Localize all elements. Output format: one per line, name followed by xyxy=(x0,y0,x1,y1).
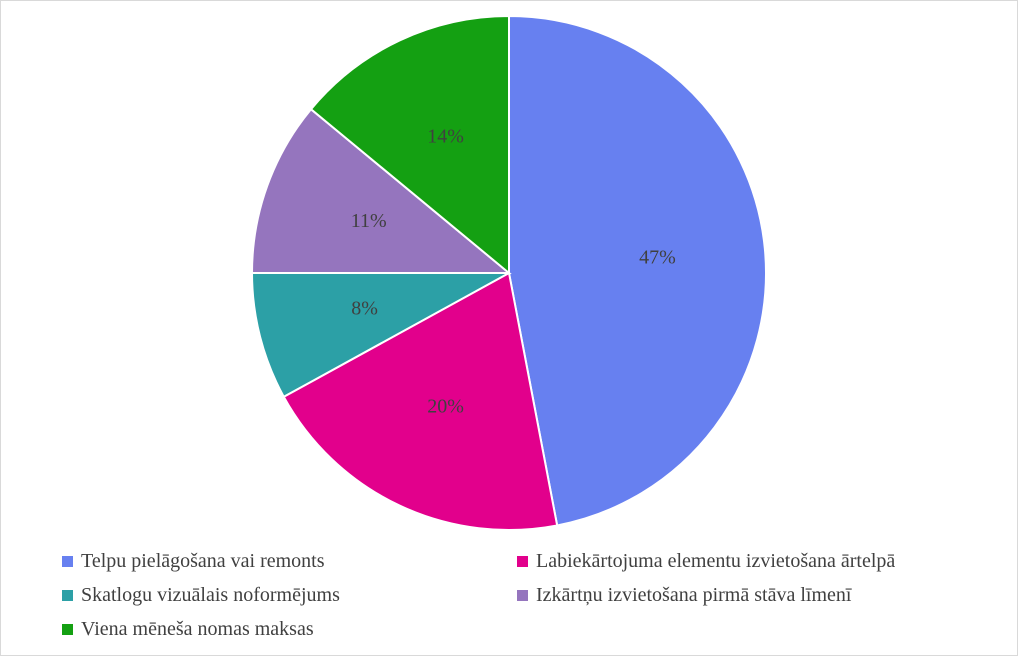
legend-swatch-viena xyxy=(62,624,73,635)
legend-swatch-telpu xyxy=(62,556,73,567)
slice-label-viena: 14% xyxy=(427,126,464,148)
slice-label-labiekartojuma: 20% xyxy=(427,395,464,417)
legend-swatch-izkartnu xyxy=(517,590,528,601)
legend-label-telpu: Telpu pielāgošana vai remonts xyxy=(81,550,325,572)
legend-label-izkartnu: Izkārtņu izvietošana pirmā stāva līmenī xyxy=(536,584,852,606)
legend-swatch-skatlogu xyxy=(62,590,73,601)
pie-slice-telpu xyxy=(508,14,767,527)
pie-slice-viena xyxy=(309,14,510,276)
legend-label-skatlogu: Skatlogu vizuālais noformējums xyxy=(81,584,340,606)
legend-item-labiekartojuma: Labiekārtojuma elementu izvietošana ārte… xyxy=(517,550,895,573)
legend-item-viena: Viena mēneša nomas maksas xyxy=(62,618,314,641)
legend-item-izkartnu: Izkārtņu izvietošana pirmā stāva līmenī xyxy=(517,584,851,607)
legend-label-labiekartojuma: Labiekārtojuma elementu izvietošana ārte… xyxy=(536,550,896,572)
slice-label-izkartnu: 11% xyxy=(351,210,387,232)
legend-item-telpu: Telpu pielāgošana vai remonts xyxy=(62,550,325,573)
legend-swatch-labiekartojuma xyxy=(517,556,528,567)
pie-slice-izkartnu xyxy=(250,107,512,274)
pie-slice-skatlogu xyxy=(250,272,510,399)
slice-label-telpu: 47% xyxy=(639,247,676,269)
slice-label-skatlogu: 8% xyxy=(351,298,378,320)
legend-label-viena: Viena mēneša nomas maksas xyxy=(81,618,314,640)
legend-item-skatlogu: Skatlogu vizuālais noformējums xyxy=(62,584,340,607)
pie-slice-labiekartojuma xyxy=(282,271,559,531)
